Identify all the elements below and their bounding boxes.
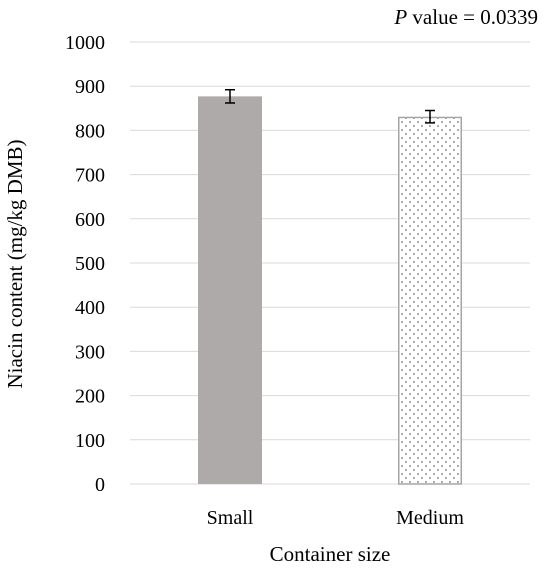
y-tick-label: 100 xyxy=(75,430,105,452)
error-bar-medium xyxy=(425,109,435,124)
bar-small xyxy=(198,96,262,484)
p-value-text: value = 0.0339 xyxy=(407,5,538,29)
error-bar-small xyxy=(225,88,235,104)
gridlines xyxy=(130,41,530,485)
p-value-symbol: P xyxy=(393,5,407,29)
p-value-annotation: P value = 0.0339 xyxy=(393,5,538,29)
y-tick-label: 700 xyxy=(75,165,105,187)
x-tick-label: Small xyxy=(207,507,254,529)
y-tick-label: 500 xyxy=(75,253,105,275)
x-tick-label: Medium xyxy=(396,507,464,529)
error-bars xyxy=(225,88,435,124)
y-axis-title: Niacin content (mg/kg DMB) xyxy=(3,139,27,388)
y-tick-label: 400 xyxy=(75,297,105,319)
bar-medium xyxy=(398,116,462,485)
y-tick-label: 0 xyxy=(95,474,105,496)
y-tick-label: 300 xyxy=(75,341,105,363)
y-tick-label: 1000 xyxy=(65,32,105,54)
y-axis-tick-labels: 0 100 200 300 400 500 600 700 800 900 1000 xyxy=(65,32,105,496)
y-tick-label: 200 xyxy=(75,386,105,408)
y-tick-label: 800 xyxy=(75,120,105,142)
y-tick-label: 600 xyxy=(75,209,105,231)
bars xyxy=(198,96,462,485)
y-tick-label: 900 xyxy=(75,76,105,98)
x-axis-title: Container size xyxy=(270,542,391,566)
x-axis-tick-labels: Small Medium xyxy=(207,507,465,529)
